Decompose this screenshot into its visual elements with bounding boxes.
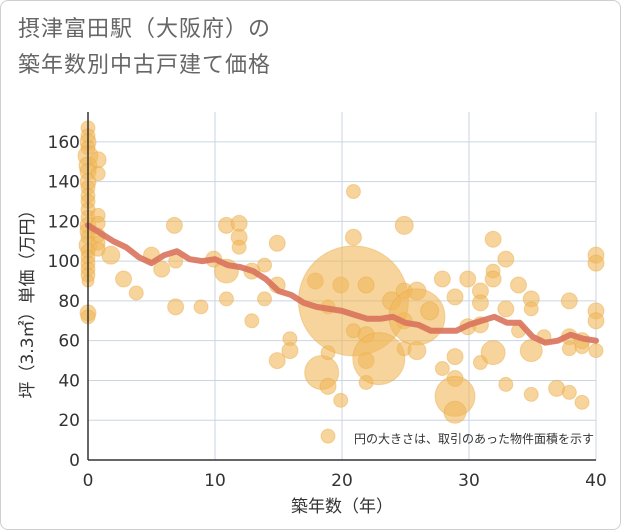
chart-title-line-1: 摂津富田駅（大阪府）の [18, 17, 272, 42]
data-bubble [101, 245, 121, 265]
y-axis-title: 坪（3.3㎡）単価（万円） [18, 201, 38, 398]
y-tick-label: 0 [69, 451, 80, 471]
data-bubble [443, 400, 467, 424]
data-bubble [281, 342, 299, 360]
data-bubble [498, 376, 514, 392]
data-bubble [523, 386, 539, 402]
data-bubble [345, 184, 361, 200]
data-bubble [434, 361, 450, 377]
data-bubble [484, 230, 502, 248]
y-tick-labels: 0 20 40 60 80 100 120 140 160 [48, 133, 80, 471]
data-bubble [394, 215, 414, 235]
data-bubble [90, 166, 106, 182]
data-bubble [89, 151, 107, 169]
data-bubble [244, 313, 260, 329]
data-bubble [352, 332, 406, 386]
data-bubble [231, 239, 247, 255]
data-bubble [484, 270, 502, 288]
data-bubble [167, 298, 185, 316]
data-bubble [268, 234, 286, 252]
data-bubble [153, 260, 171, 278]
data-bubble [574, 394, 590, 410]
data-bubble [193, 299, 209, 315]
y-tick-label: 140 [48, 173, 80, 193]
y-tick-label: 40 [58, 371, 80, 391]
data-bubble [218, 291, 234, 307]
data-bubble [320, 428, 336, 444]
trend-line [85, 222, 599, 346]
data-bubble [587, 254, 605, 272]
y-tick-label: 80 [58, 292, 80, 312]
data-bubble [344, 228, 362, 246]
data-bubble [523, 301, 539, 317]
data-bubble [420, 301, 440, 321]
data-bubble [561, 384, 577, 400]
data-bubble [446, 288, 464, 306]
axes [87, 112, 596, 461]
data-bubble [519, 339, 543, 363]
x-tick-labels: 0 10 20 30 40 [83, 471, 607, 491]
data-bubble [446, 348, 464, 366]
data-bubble [333, 392, 349, 408]
data-bubble [497, 300, 515, 318]
data-bubble [459, 270, 477, 288]
data-bubble [588, 343, 604, 359]
data-bubble [497, 250, 515, 268]
y-tick-label: 20 [58, 411, 80, 431]
x-tick-label: 20 [331, 471, 353, 491]
x-tick-label: 40 [585, 471, 607, 491]
data-bubble [480, 340, 506, 366]
x-tick-label: 30 [458, 471, 480, 491]
x-tick-label: 10 [204, 471, 226, 491]
data-bubble [115, 270, 133, 288]
y-tick-label: 120 [48, 212, 80, 232]
bubble-layer [77, 120, 605, 444]
y-tick-label: 160 [48, 133, 80, 153]
data-bubble [128, 285, 144, 301]
data-bubble [471, 294, 489, 312]
x-tick-label: 0 [83, 471, 94, 491]
data-bubble [357, 276, 375, 294]
data-bubble [407, 341, 427, 361]
data-bubble [165, 216, 183, 234]
y-tick-label: 60 [58, 332, 80, 352]
x-axis-title: 築年数（年） [291, 497, 393, 517]
data-bubble [560, 292, 578, 310]
data-bubble [319, 377, 337, 395]
data-bubble [268, 352, 286, 370]
data-bubble [257, 291, 273, 307]
data-bubble [587, 312, 605, 330]
data-bubble [510, 276, 528, 294]
data-bubble [257, 257, 273, 273]
chart-title: 摂津富田駅（大阪府）の 築年数別中古戸建て価格 [18, 12, 271, 84]
y-tick-label: 100 [48, 252, 80, 272]
data-bubble [433, 270, 451, 288]
size-annotation: 円の大きさは、取引のあった物件面積を示す [354, 431, 594, 446]
chart-title-line-2: 築年数別中古戸建て価格 [18, 53, 272, 78]
